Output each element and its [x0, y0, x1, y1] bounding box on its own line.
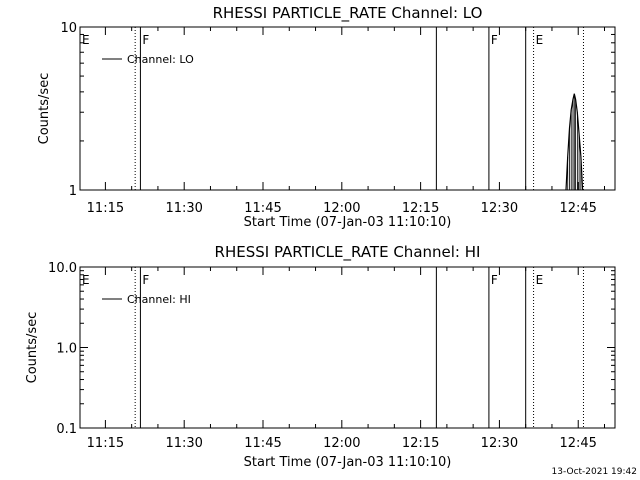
marker-label: F — [142, 33, 149, 47]
x-axis-label: Start Time (07-Jan-03 11:10:10) — [244, 455, 452, 470]
plot-frame — [79, 26, 616, 191]
y-tick-label: 10 — [60, 21, 77, 36]
x-tick-label: 12:00 — [323, 201, 360, 216]
marker-label: E — [536, 273, 544, 287]
y-tick-label: 10.0 — [48, 261, 77, 276]
x-tick-label: 11:45 — [244, 436, 281, 451]
marker-label: F — [491, 273, 498, 287]
footer-timestamp: 13-Oct-2021 19:42 — [552, 467, 637, 477]
x-tick-label: 12:45 — [559, 201, 596, 216]
y-axis-label: Counts/sec — [25, 312, 40, 384]
y-tick-label: 1 — [69, 184, 77, 199]
plot-frame — [79, 266, 616, 429]
y-tick-label: 0.1 — [56, 422, 77, 437]
marker-label: E — [82, 273, 90, 287]
chart-title: RHESSI PARTICLE_RATE Channel: LO — [213, 4, 483, 23]
panel-hi: RHESSI PARTICLE_RATE Channel: HI 11:15 11:… — [25, 243, 616, 470]
y-axis-label: Counts/sec — [37, 73, 52, 145]
x-tick-label: 11:15 — [87, 436, 124, 451]
marker-label: F — [491, 33, 498, 47]
marker-label: E — [82, 33, 90, 47]
x-tick-label: 12:15 — [402, 201, 439, 216]
legend-label: Channel: HI — [127, 293, 191, 306]
y-tick-label: 1.0 — [56, 342, 77, 357]
x-tick-label: 11:45 — [244, 201, 281, 216]
chart-title: RHESSI PARTICLE_RATE Channel: HI — [215, 243, 481, 262]
x-tick-label: 11:15 — [87, 201, 124, 216]
x-tick-label: 11:30 — [165, 201, 202, 216]
x-tick-label: 12:00 — [323, 436, 360, 451]
x-tick-label: 12:30 — [481, 201, 518, 216]
x-tick-label: 11:30 — [165, 436, 202, 451]
legend-label: Channel: LO — [127, 53, 194, 66]
x-tick-label: 12:45 — [559, 436, 596, 451]
marker-label: E — [536, 33, 544, 47]
x-tick-label: 12:30 — [481, 436, 518, 451]
marker-label: F — [142, 273, 149, 287]
panel-lo: RHESSI PARTICLE_RATE Channel: LO 11:15 11:… — [37, 4, 616, 230]
x-tick-label: 12:15 — [402, 436, 439, 451]
x-axis-label: Start Time (07-Jan-03 11:10:10) — [244, 215, 452, 230]
